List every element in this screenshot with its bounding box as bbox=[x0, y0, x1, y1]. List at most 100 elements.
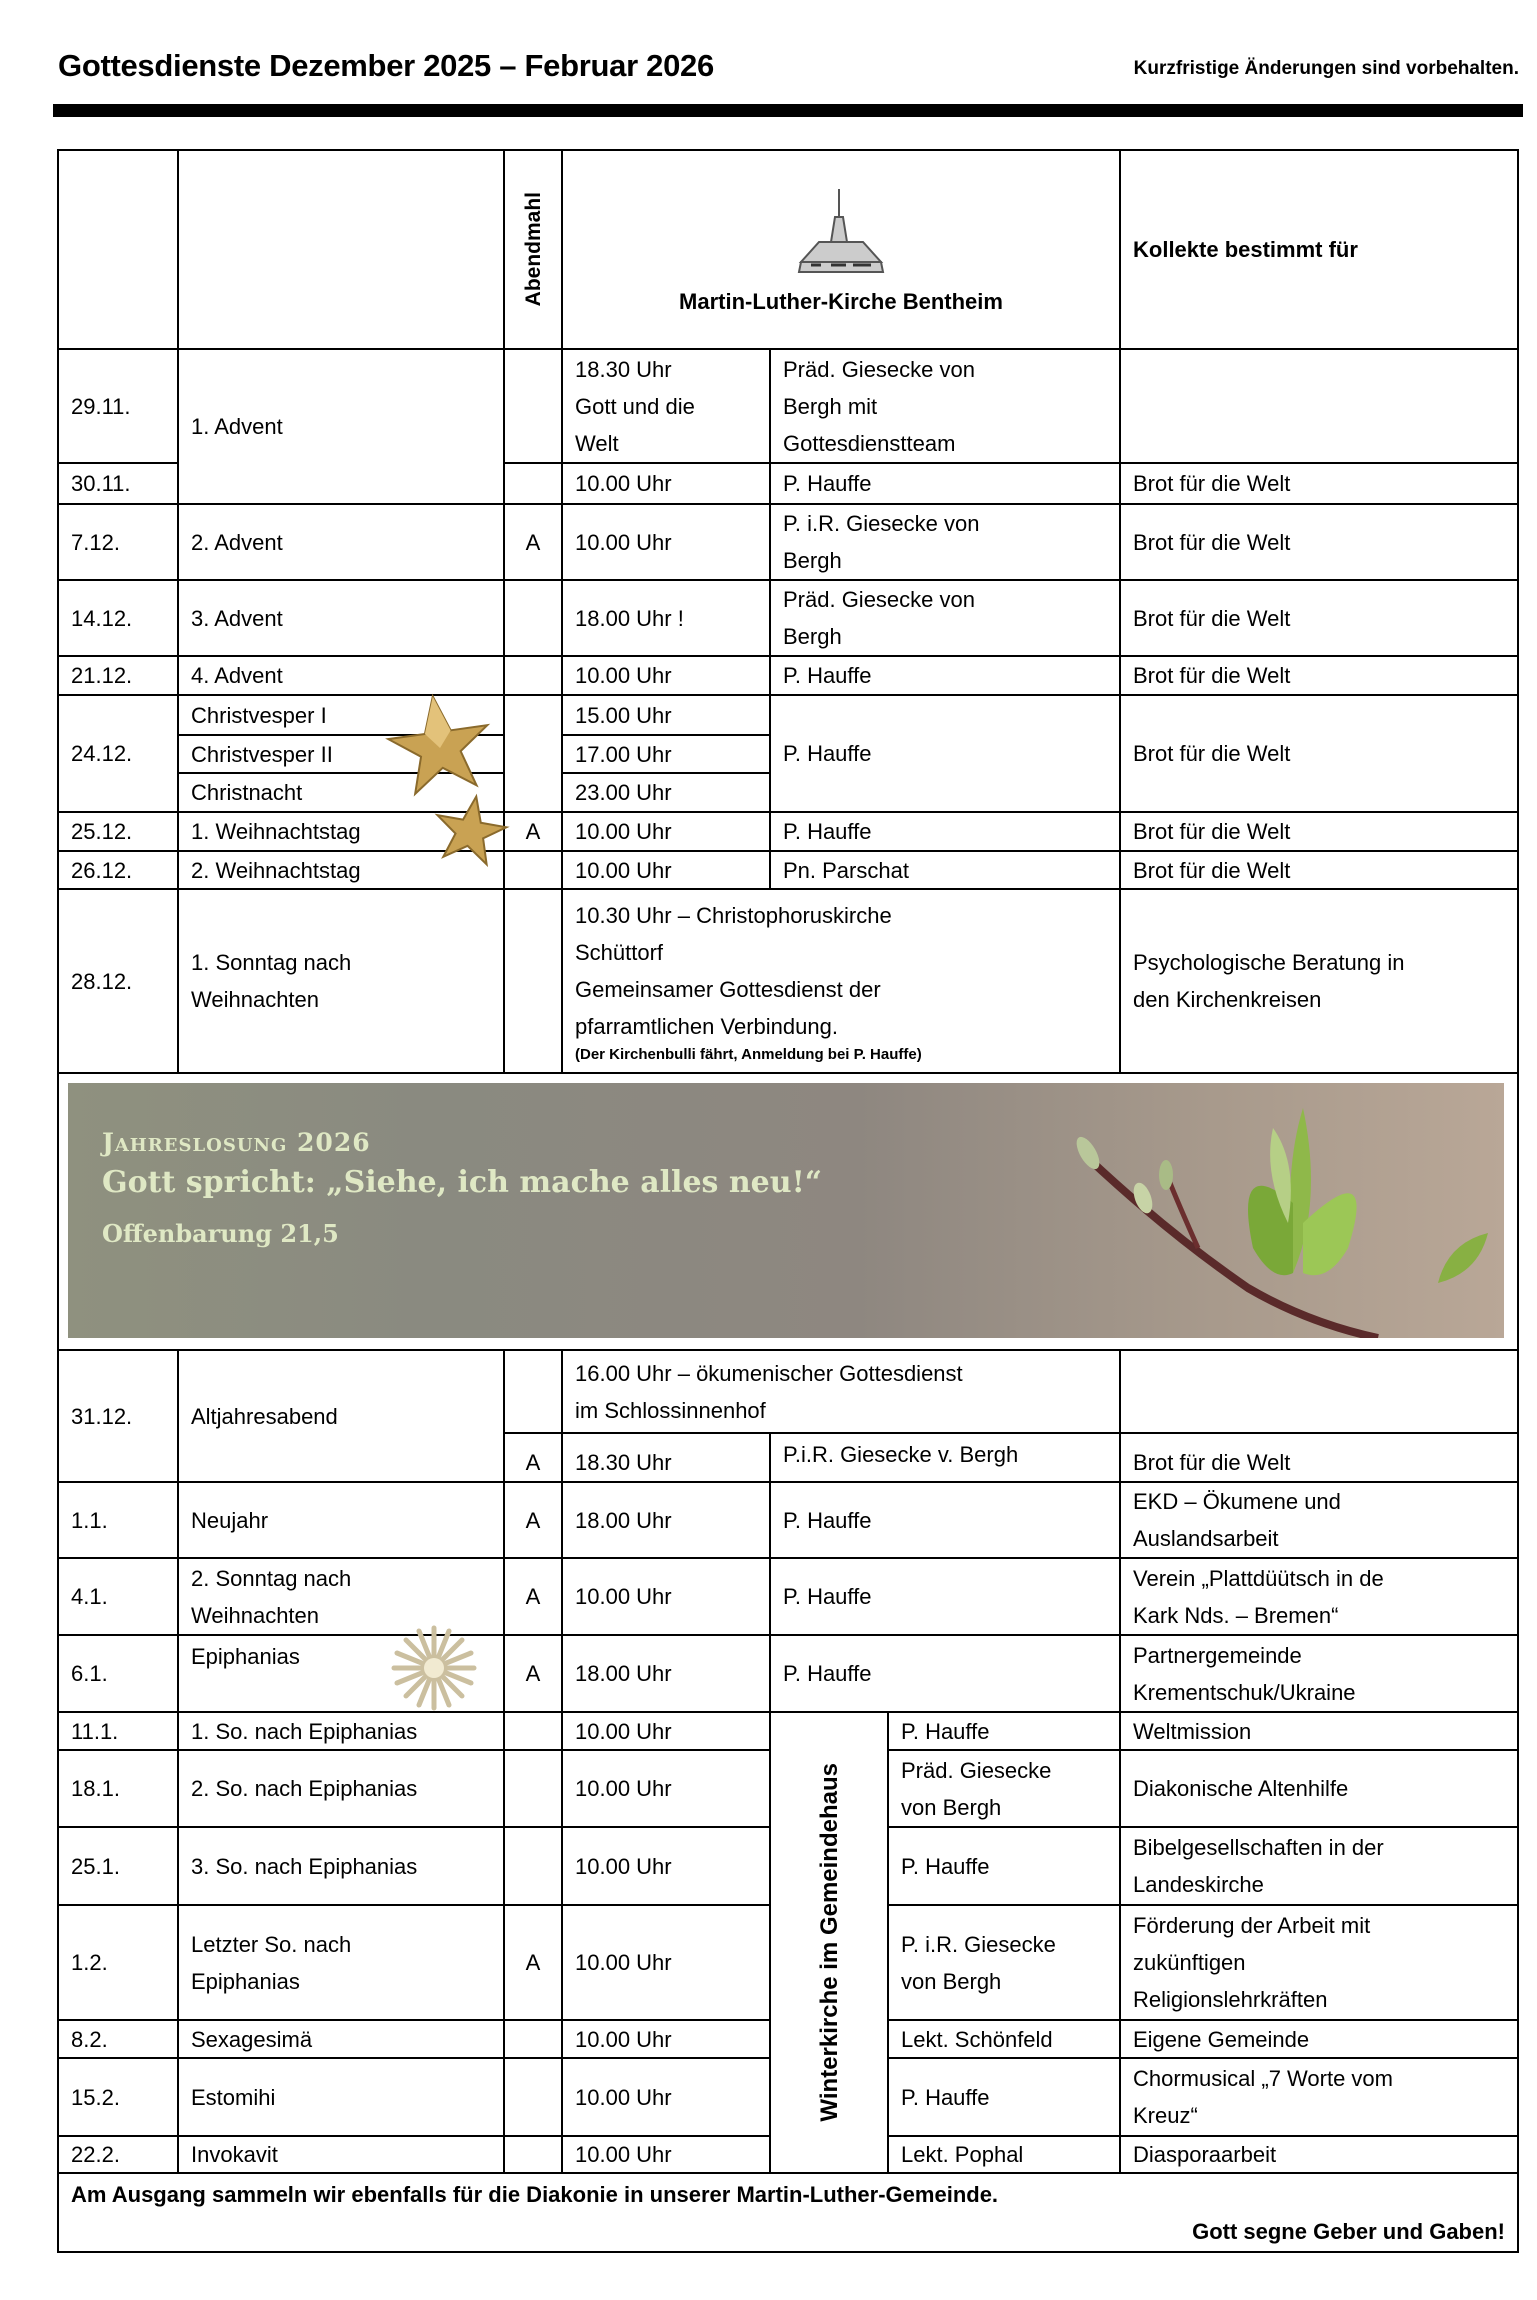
service-note: (Der Kirchenbulli fährt, Anmeldung bei P… bbox=[575, 1046, 922, 1063]
date-cell: 1.2. bbox=[57, 1904, 179, 2021]
preacher-cell-text: Pn. Parschat bbox=[783, 857, 909, 883]
kollekte-cell: Brot für die Welt bbox=[1119, 811, 1519, 852]
preacher-cell-text: P. Hauffe bbox=[783, 1584, 872, 1609]
occasion-cell: Christvesper I bbox=[177, 694, 505, 736]
preacher-cell: Lekt. Schönfeld bbox=[887, 2019, 1121, 2059]
abendmahl-cell bbox=[503, 888, 563, 1074]
occasion-cell: 4. Advent bbox=[177, 655, 505, 696]
occasion-cell: 2. So. nach Epiphanias bbox=[177, 1749, 505, 1828]
time-cell-text: 10.00 Uhr bbox=[575, 2084, 672, 2110]
kollekte-cell bbox=[1119, 1349, 1519, 1434]
kollekte-cell: EKD – Ökumene und Auslandsarbeit bbox=[1119, 1481, 1519, 1559]
church-drawing-icon bbox=[797, 189, 885, 273]
time-cell-text: 18.00 Uhr bbox=[575, 1661, 672, 1686]
preacher-cell-text: P.i.R. Giesecke v. Bergh bbox=[783, 1442, 1019, 1467]
time-cell: 10.00 Uhr bbox=[561, 2019, 771, 2059]
kollekte-cell-text: Verein „Plattdüütsch in de Kark Nds. – B… bbox=[1133, 1565, 1384, 1628]
abendmahl-cell bbox=[503, 2135, 563, 2174]
preacher-cell-text: Präd. Giesecke von Bergh mit Gottesdiens… bbox=[783, 356, 975, 456]
preacher-cell-text: P. i.R. Giesecke von Bergh bbox=[783, 511, 980, 573]
time-cell: 10.00 Uhr bbox=[561, 1904, 771, 2021]
occasion-cell-text: 2. Weihnachtstag bbox=[191, 857, 361, 883]
date-cell: 8.2. bbox=[57, 2019, 179, 2059]
date-cell-text: 25.1. bbox=[71, 1853, 120, 1879]
service-text: 10.30 Uhr – Christophoruskirche Schüttor… bbox=[575, 903, 892, 1039]
occasion-cell-text: Neujahr bbox=[191, 1507, 269, 1533]
occasion-cell-text: 1. Sonntag nach Weihnachten bbox=[191, 950, 352, 1012]
preacher-cell: P. Hauffe bbox=[769, 462, 1121, 505]
preacher-cell: Pn. Parschat bbox=[769, 850, 1121, 890]
kollekte-cell: Brot für die Welt bbox=[1119, 579, 1519, 657]
time-cell-text: 10.00 Uhr bbox=[575, 1853, 672, 1879]
title-rule bbox=[53, 104, 1523, 117]
preacher-cell: P. Hauffe bbox=[769, 811, 1121, 852]
preacher-cell: P. Hauffe bbox=[769, 655, 1121, 696]
kollekte-cell-text: Brot für die Welt bbox=[1133, 857, 1291, 883]
time-cell-text: 10.00 Uhr bbox=[575, 2142, 672, 2167]
date-cell-text: 25.12. bbox=[71, 819, 133, 844]
time-cell-text: 10.00 Uhr bbox=[575, 2026, 672, 2052]
occasion-cell-text: 3. So. nach Epiphanias bbox=[191, 1853, 418, 1879]
occasion-cell: 3. So. nach Epiphanias bbox=[177, 1826, 505, 1906]
occasion-cell: 2. Sonntag nach Weihnachten bbox=[177, 1557, 505, 1636]
occasion-cell: Sexagesimä bbox=[177, 2019, 505, 2059]
footer-line1: Am Ausgang sammeln wir ebenfalls für die… bbox=[71, 2181, 999, 2207]
kollekte-cell: Diasporaarbeit bbox=[1119, 2135, 1519, 2174]
time-cell-text: 18.00 Uhr bbox=[575, 1507, 672, 1533]
time-cell: 10.00 Uhr bbox=[561, 1711, 771, 1751]
occasion-cell-text: Invokavit bbox=[191, 2142, 278, 2167]
kollekte-cell: Verein „Plattdüütsch in de Kark Nds. – B… bbox=[1119, 1557, 1519, 1636]
date-cell: 31.12. bbox=[57, 1349, 179, 1483]
time-cell-text: 15.00 Uhr bbox=[575, 702, 672, 728]
kollekte-cell bbox=[1119, 348, 1519, 464]
time-cell-text: 10.00 Uhr bbox=[575, 529, 672, 555]
time-cell: 18.00 Uhr bbox=[561, 1634, 771, 1713]
footer-line2: Gott segne Geber und Gaben! bbox=[1192, 2218, 1505, 2244]
abendmahl-cell bbox=[503, 462, 563, 505]
abendmahl-cell bbox=[503, 1349, 563, 1434]
kollekte-cell-text: Förderung der Arbeit mit zukünftigen Rel… bbox=[1133, 1913, 1371, 2012]
abendmahl-cell: A bbox=[503, 1634, 563, 1713]
header-abendmahl-cell: Abendmahl bbox=[503, 149, 563, 350]
date-cell-text: 8.2. bbox=[71, 2026, 108, 2052]
kollekte-cell-text: Weltmission bbox=[1133, 1718, 1252, 1744]
abendmahl-cell-text: A bbox=[525, 1661, 541, 1686]
service-cell: 16.00 Uhr – ökumenischer Gottesdienst im… bbox=[561, 1349, 1121, 1434]
occasion-cell: Christvesper II bbox=[177, 734, 505, 774]
kollekte-cell-text: EKD – Ökumene und Auslandsarbeit bbox=[1133, 1489, 1341, 1551]
preacher-cell-text: Lekt. Schönfeld bbox=[901, 2026, 1053, 2052]
occasion-cell-text: Sexagesimä bbox=[191, 2026, 313, 2052]
page-title: Gottesdienste Dezember 2025 – Februar 20… bbox=[58, 48, 714, 83]
preacher-cell: P. Hauffe bbox=[769, 1634, 1121, 1713]
kollekte-cell: Förderung der Arbeit mit zukünftigen Rel… bbox=[1119, 1904, 1519, 2021]
date-cell: 28.12. bbox=[57, 888, 179, 1074]
abendmahl-cell-text: A bbox=[525, 529, 541, 555]
time-cell: 10.00 Uhr bbox=[561, 462, 771, 505]
time-cell: 10.00 Uhr bbox=[561, 850, 771, 890]
kollekte-cell-text: Brot für die Welt bbox=[1133, 663, 1291, 688]
time-cell: 18.30 Uhr Gott und die Welt bbox=[561, 348, 771, 464]
occasion-cell: Neujahr bbox=[177, 1481, 505, 1559]
date-cell-text: 6.1. bbox=[71, 1661, 108, 1686]
preacher-cell: Präd. Giesecke von Bergh bbox=[887, 1749, 1121, 1828]
occasion-cell-text: 1. So. nach Epiphanias bbox=[191, 1718, 418, 1744]
time-cell-text: 18.30 Uhr bbox=[575, 1450, 672, 1475]
preacher-cell-text: P. Hauffe bbox=[901, 1853, 990, 1879]
time-cell-text: 10.00 Uhr bbox=[575, 1584, 672, 1609]
time-cell: 18.00 Uhr ! bbox=[561, 579, 771, 657]
time-cell: 10.00 Uhr bbox=[561, 1826, 771, 1906]
service-cell-text: 16.00 Uhr – ökumenischer Gottesdienst im… bbox=[575, 1360, 963, 1423]
date-cell-text: 22.2. bbox=[71, 2142, 120, 2167]
kollekte-cell: Chormusical „7 Worte vom Kreuz“ bbox=[1119, 2057, 1519, 2137]
banner-reference: Offenbarung 21,5 bbox=[102, 1219, 339, 1248]
kollekte-cell: Diakonische Altenhilfe bbox=[1119, 1749, 1519, 1828]
time-cell: 10.00 Uhr bbox=[561, 503, 771, 581]
abendmahl-cell bbox=[503, 348, 563, 464]
kollekte-cell-text: Brot für die Welt bbox=[1133, 529, 1291, 555]
banner-quote: Gott spricht: „Siehe, ich mache alles ne… bbox=[102, 1165, 822, 1200]
abendmahl-cell-text: A bbox=[525, 1450, 541, 1475]
banner-label: Jahreslosung 2026 bbox=[102, 1128, 371, 1157]
occasion-cell: 2. Advent bbox=[177, 503, 505, 581]
kollekte-cell-text: Partnergemeinde Krementschuk/Ukraine bbox=[1133, 1642, 1356, 1705]
date-cell-text: 15.2. bbox=[71, 2084, 120, 2110]
